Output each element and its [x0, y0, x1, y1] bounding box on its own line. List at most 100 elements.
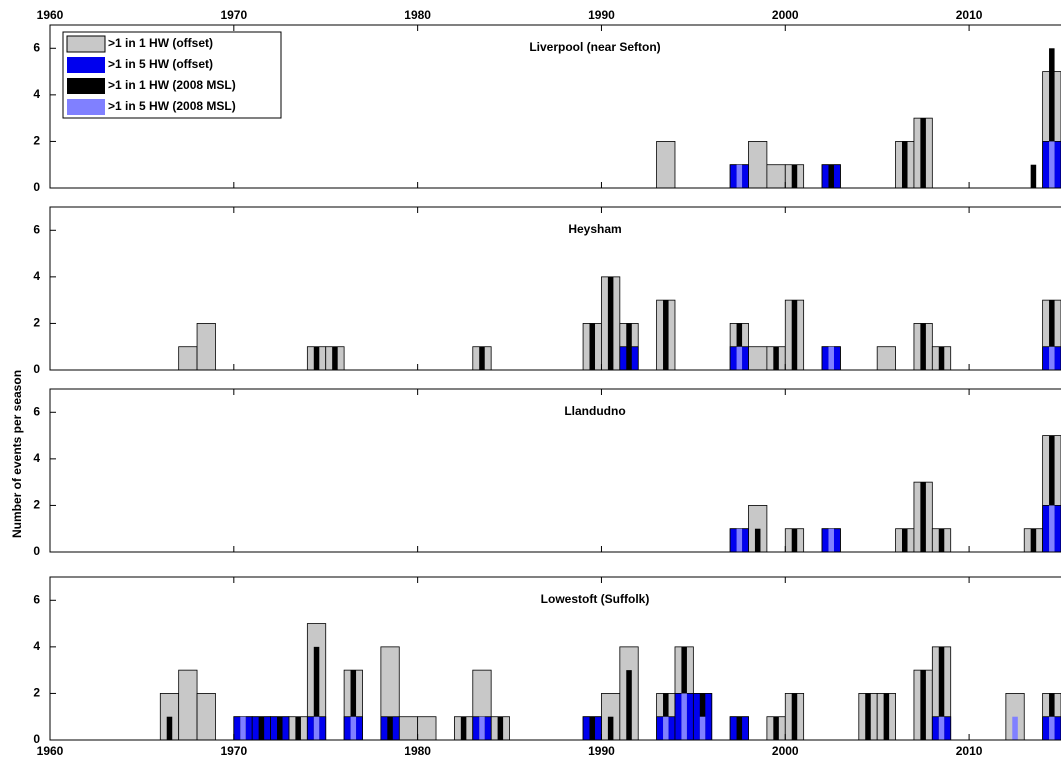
bar	[1049, 346, 1055, 370]
y-tick-label: 4	[33, 87, 40, 101]
bar	[773, 346, 779, 370]
bar	[791, 693, 798, 740]
bar	[1049, 435, 1055, 552]
y-tick-label: 0	[33, 362, 40, 376]
bar	[1049, 716, 1055, 740]
y-tick-label: 2	[33, 134, 40, 148]
bar	[938, 346, 945, 370]
panel-title: Lowestoft (Suffolk)	[541, 592, 650, 606]
bar	[398, 716, 419, 741]
y-tick-label: 0	[33, 732, 40, 746]
bar	[497, 716, 504, 740]
legend-swatch	[66, 35, 106, 53]
bar	[938, 528, 945, 552]
bar	[589, 716, 596, 740]
bar	[901, 141, 908, 188]
axes-frame	[49, 388, 1061, 553]
bar	[277, 716, 283, 740]
bar	[791, 300, 798, 370]
bar	[938, 646, 945, 740]
bar	[773, 716, 779, 740]
panel-title: Heysham	[568, 222, 621, 236]
y-tick-label: 0	[33, 544, 40, 558]
y-tick-label: 6	[33, 40, 40, 54]
axes-frame	[49, 24, 1061, 189]
bar	[748, 141, 768, 189]
bar	[350, 670, 357, 740]
legend: >1 in 1 HW (offset) >1 in 5 HW (offset) >1…	[62, 31, 282, 119]
x-tick-label: 1970	[220, 8, 247, 22]
y-tick-label: 2	[33, 316, 40, 330]
panel: 0 2 4 6 1960 1970 1980 1990 2000 2010 Liverpool (n…	[33, 8, 1061, 194]
bar	[313, 346, 320, 370]
bar	[736, 528, 743, 552]
legend-label: >1 in 5 HW (2008 MSL)	[108, 99, 236, 113]
bar	[332, 346, 338, 370]
bar	[589, 323, 596, 370]
bar	[460, 716, 467, 740]
x-tick-label: 1990	[588, 8, 615, 22]
x-tick-label: 1960	[37, 744, 64, 758]
bar	[626, 670, 632, 740]
bar	[417, 716, 437, 741]
bar	[479, 346, 485, 370]
bar	[166, 716, 173, 740]
axes-frame	[49, 206, 1061, 371]
y-tick-label: 4	[33, 451, 40, 465]
x-tick-label: 2000	[772, 8, 799, 22]
x-tick-label: 1970	[220, 744, 247, 758]
bar	[240, 716, 246, 740]
y-tick-label: 6	[33, 592, 40, 606]
bar	[681, 693, 687, 740]
y-tick-label: 6	[33, 404, 40, 418]
legend-label: >1 in 5 HW (offset)	[108, 57, 213, 71]
bar	[736, 346, 743, 370]
bar	[1049, 505, 1055, 552]
x-tick-label: 2010	[956, 8, 983, 22]
x-tick-label: 1980	[404, 744, 431, 758]
bar	[699, 716, 706, 740]
panel-title: Llandudno	[564, 404, 625, 418]
x-tick-label: 2010	[956, 744, 983, 758]
bar	[876, 346, 896, 371]
y-tick-label: 0	[33, 180, 40, 194]
bar	[663, 716, 669, 740]
x-tick-label: 1990	[588, 744, 615, 758]
panel: 0 2 4 6 Llandudno Number of events per season	[10, 370, 1061, 558]
bar	[196, 323, 216, 371]
bar	[656, 141, 676, 189]
bar	[736, 164, 743, 188]
panel-title: Liverpool (near Sefton)	[529, 40, 660, 54]
bar	[766, 164, 786, 189]
x-tick-label: 1980	[404, 8, 431, 22]
legend-swatch	[67, 57, 105, 73]
bar	[920, 482, 926, 552]
bar	[828, 164, 834, 188]
bar	[828, 528, 834, 552]
y-tick-label: 4	[33, 639, 40, 653]
bar	[754, 528, 761, 552]
bar	[178, 669, 198, 741]
bar	[607, 276, 614, 370]
bar	[828, 346, 834, 370]
y-tick-label: 6	[33, 222, 40, 236]
axes-frame	[49, 576, 1061, 741]
y-tick-label: 2	[33, 498, 40, 512]
panel: 0 2 4 6 1960 1970 1980 1990 2000 2010 Lowestoft (S…	[33, 576, 1061, 758]
bar	[901, 528, 908, 552]
bar	[1030, 528, 1037, 552]
panel: 0 2 4 6 Heysham	[33, 206, 1061, 376]
bar	[920, 670, 926, 740]
bar	[607, 716, 614, 740]
legend-label: >1 in 1 HW (offset)	[108, 36, 213, 50]
bar	[938, 716, 945, 740]
bar	[883, 693, 890, 740]
bar	[791, 528, 798, 552]
bar	[920, 323, 926, 370]
bar	[387, 716, 393, 740]
bar	[178, 346, 198, 371]
bar	[479, 716, 485, 740]
bar	[865, 693, 871, 740]
bar	[313, 646, 320, 740]
